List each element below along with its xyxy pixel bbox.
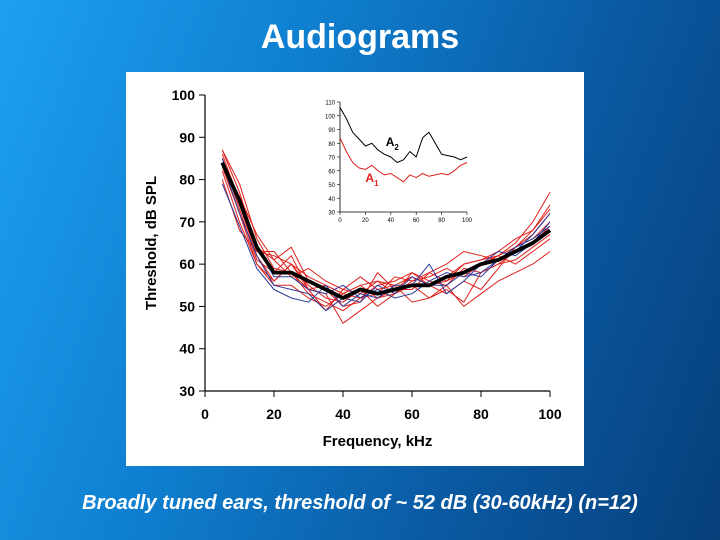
y-tick-label: 50 [179,298,195,314]
inset-background [318,96,479,236]
x-tick-label: 20 [266,406,282,422]
inset-x-tick-label: 60 [413,218,420,224]
y-tick-label: 60 [179,256,195,272]
x-tick-label: 100 [538,406,562,422]
y-tick-label: 70 [179,214,195,230]
y-axis-label: Threshold, dB SPL [143,176,160,310]
inset-y-tick-label: 110 [325,101,335,107]
chart-panel: 30 40 50 60 70 80 90 100 0 20 40 60 80 100 Frequency, … [126,72,584,466]
y-tick-label: 90 [179,129,195,145]
inset-y-tick-label: 80 [328,142,335,148]
individual-audiogram-line-6 [221,149,551,290]
y-tick-label: 100 [172,87,196,103]
inset-y-tick-label: 50 [328,183,335,189]
individual-audiogram-line-7 [221,158,551,312]
inset-x-tick-label: 80 [438,218,445,224]
inset-y-tick-label: 70 [328,156,335,162]
inset-label-a1: A1 [365,171,379,188]
individual-audiogram-line-10 [221,162,551,312]
inset-y-tick-label: 30 [328,211,335,217]
inset-y-tick-label: 100 [325,114,336,120]
slide-caption: Broadly tuned ears, threshold of ~ 52 dB… [82,492,638,514]
inset-line-a1 [339,137,468,183]
x-axis-label: Frequency, kHz [323,433,433,450]
inset-x-tick-label: 40 [387,218,394,224]
inset-line-a2 [339,107,468,163]
mean-audiogram-line [220,161,552,300]
inset-y-tick-label: 60 [328,169,335,175]
x-tick-label: 80 [473,406,489,422]
individual-audiogram-line-8 [221,170,551,307]
inset-x-tick-label: 100 [462,218,473,224]
audiogram-chart: 30 40 50 60 70 80 90 100 0 20 40 60 80 100 Frequency, … [143,87,562,450]
slide-title: Audiograms [260,18,460,56]
inset-y-tick-label: 40 [328,197,335,203]
x-tick-label: 0 [201,406,209,422]
y-tick-label: 30 [179,383,195,399]
y-tick-label: 40 [179,341,195,357]
inset-label-a2: A2 [386,135,400,152]
x-tick-label: 40 [335,406,351,422]
inset-x-tick-label: 0 [338,218,342,224]
inset-y-tick-label: 90 [328,128,335,134]
individual-audiogram-line-9 [221,179,551,312]
y-tick-label: 80 [179,172,195,188]
x-tick-label: 60 [404,406,420,422]
inset-x-tick-label: 20 [362,218,369,224]
